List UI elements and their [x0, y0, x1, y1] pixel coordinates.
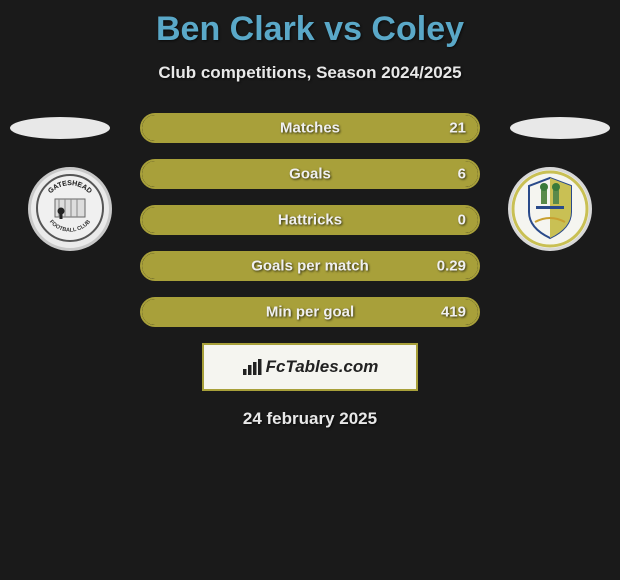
stat-row-goals: Goals 6 [140, 159, 480, 189]
bar-chart-icon [242, 358, 262, 376]
stat-label: Goals [289, 166, 331, 183]
date-label: 24 february 2025 [0, 409, 620, 429]
stat-value: 0 [458, 212, 466, 229]
stat-label: Matches [280, 120, 340, 137]
stat-value: 21 [449, 120, 466, 137]
stat-row-matches: Matches 21 [140, 113, 480, 143]
comparison-area: GATESHEAD GATESHEAD FOOTBALL CLUB [0, 113, 620, 429]
right-club-badge [508, 167, 592, 251]
sutton-badge-icon [511, 170, 589, 248]
page-title: Ben Clark vs Coley [0, 0, 620, 49]
stat-value: 0.29 [437, 258, 466, 275]
stat-label: Hattricks [278, 212, 342, 229]
stat-value: 6 [458, 166, 466, 183]
stat-row-goals-per-match: Goals per match 0.29 [140, 251, 480, 281]
stat-label: Min per goal [266, 304, 354, 321]
right-player-silhouette [510, 117, 610, 139]
brand-box[interactable]: FcTables.com [202, 343, 418, 391]
stat-label: Goals per match [251, 258, 369, 275]
brand-text: FcTables.com [266, 357, 379, 377]
stat-row-min-per-goal: Min per goal 419 [140, 297, 480, 327]
gateshead-badge-icon: GATESHEAD GATESHEAD FOOTBALL CLUB [35, 173, 105, 243]
subtitle: Club competitions, Season 2024/2025 [0, 63, 620, 83]
left-player-silhouette [10, 117, 110, 139]
stats-list: Matches 21 Goals 6 Hattricks 0 Goals per… [140, 113, 480, 327]
stat-value: 419 [441, 304, 466, 321]
stat-row-hattricks: Hattricks 0 [140, 205, 480, 235]
left-club-badge-inner: GATESHEAD GATESHEAD FOOTBALL CLUB [35, 173, 105, 246]
left-club-badge: GATESHEAD GATESHEAD FOOTBALL CLUB [28, 167, 112, 251]
